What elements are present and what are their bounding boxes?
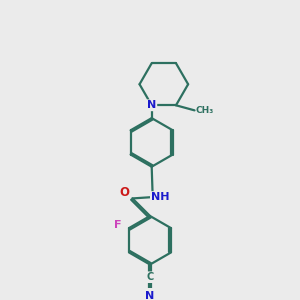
- Text: N: N: [147, 100, 156, 110]
- Text: F: F: [114, 220, 122, 230]
- Text: O: O: [119, 186, 129, 199]
- Text: NH: NH: [151, 192, 170, 202]
- Text: N: N: [146, 291, 154, 300]
- Text: C: C: [146, 272, 154, 282]
- Text: CH₃: CH₃: [196, 106, 214, 115]
